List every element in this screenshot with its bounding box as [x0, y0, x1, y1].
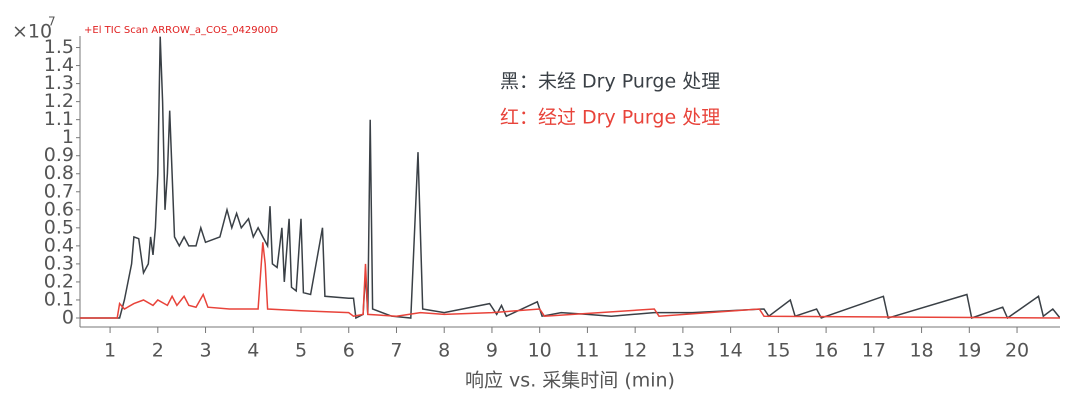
series-line: [80, 36, 1060, 320]
x-tick-label: 13: [671, 340, 695, 362]
y-tick-label: 1.2: [44, 90, 74, 112]
y-tick-label: 0.7: [44, 180, 74, 202]
x-tick-label: 15: [766, 340, 790, 362]
x-tick-label: 7: [390, 340, 402, 362]
x-tick-label: 9: [486, 340, 498, 362]
y-tick-label: 0.8: [44, 162, 74, 184]
y-multiplier: ×10: [12, 21, 52, 43]
x-tick-label: 12: [623, 340, 647, 362]
legend-entry: 红：经过 Dry Purge 处理: [500, 107, 720, 129]
x-tick-label: 19: [957, 340, 981, 362]
x-tick-label: 4: [247, 340, 259, 362]
y-tick-label: 0.6: [44, 198, 74, 220]
x-tick-label: 17: [862, 340, 886, 362]
x-tick-label: 8: [438, 340, 450, 362]
x-tick-label: 5: [295, 340, 307, 362]
x-tick-label: 2: [152, 340, 164, 362]
y-tick-label: 0.5: [44, 216, 74, 238]
x-tick-label: 1: [104, 340, 116, 362]
x-tick-label: 16: [814, 340, 838, 362]
y-tick-label: 0.9: [44, 144, 74, 166]
x-tick-label: 10: [528, 340, 552, 362]
y-multiplier-exponent: 7: [48, 15, 56, 29]
y-tick-label: 0: [62, 306, 74, 328]
x-tick-label: 20: [1005, 340, 1029, 362]
x-axis-label: 响应 vs. 采集时间 (min): [465, 370, 675, 392]
y-tick-label: 0.4: [44, 234, 74, 256]
y-tick-label: 1.1: [44, 108, 74, 130]
y-tick-label: 1.4: [44, 54, 74, 76]
series-line: [80, 242, 1060, 319]
x-tick-label: 18: [909, 340, 933, 362]
x-tick-label: 6: [343, 340, 355, 362]
y-tick-label: 0.3: [44, 252, 74, 274]
legend-entry: 黑：未经 Dry Purge 处理: [500, 71, 720, 93]
y-tick-label: 1: [62, 126, 74, 148]
x-tick-label: 11: [575, 340, 599, 362]
x-tick-label: 14: [719, 340, 743, 362]
y-tick-label: 0.2: [44, 270, 74, 292]
y-tick-label: 1.5: [44, 36, 74, 58]
y-tick-label: 0.1: [44, 288, 74, 310]
chart-title: +El TIC Scan ARROW_a_COS_042900D: [84, 25, 278, 36]
y-tick-label: 1.3: [44, 72, 74, 94]
x-tick-label: 3: [199, 340, 211, 362]
